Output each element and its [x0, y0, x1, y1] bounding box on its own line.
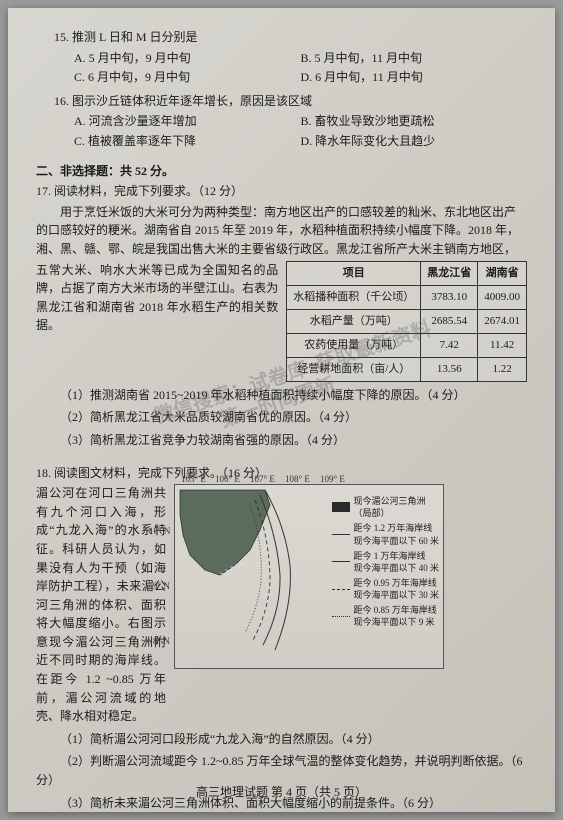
- legend-item: 距今 0.85 万年海岸线 现今海平面以下 9 米: [332, 604, 439, 628]
- table-row: 经营耕地面积（亩/人） 13.56 1.22: [287, 357, 527, 381]
- q15-opt-c: C. 6 月中旬，9 月中旬: [74, 68, 301, 87]
- legend-item: 距今 1 万年海岸线 现今海平面以下 40 米: [332, 550, 439, 574]
- q16-opt-a: A. 河流含沙量逐年增加: [74, 112, 301, 131]
- map-svg: [175, 485, 345, 670]
- q18-para: 湄公河在河口三角洲共有九个河口入海，形成“九龙入海”的水系特征。科研人员认为，如…: [36, 484, 166, 726]
- legend-item: 现今湄公河三角洲 （局部）: [332, 495, 439, 519]
- q18-head: 18. 阅读图文材料，完成下列要求。（16 分）: [36, 464, 527, 483]
- q17-table: 项目 黑龙江省 湖南省 水稻播种面积（千公顷） 3783.10 4009.00 …: [286, 261, 527, 382]
- q18-map: 105° E 106° E 107° E 108° E 109° E 10° N…: [174, 484, 444, 669]
- legend-item: 距今 1.2 万年海岸线 现今海平面以下 60 米: [332, 522, 439, 546]
- tbl-h-hlj: 黑龙江省: [421, 261, 478, 285]
- page-footer: 高三地理试题 第 4 页（共 5 页）: [8, 783, 555, 802]
- q16-opt-b: B. 畜牧业导致沙地更疏松: [301, 112, 528, 131]
- tbl-h-hn: 湖南省: [478, 261, 527, 285]
- q17-para1: 用于烹饪米饭的大米可分为两种类型：南方地区出产的口感较差的籼米、东北地区出产的口…: [36, 203, 527, 259]
- exam-page: 15. 推测 L 日和 M 日分别是 A. 5 月中旬，9 月中旬 B. 5 月…: [8, 8, 555, 812]
- q17-head: 17. 阅读材料，完成下列要求。（12 分）: [36, 182, 527, 201]
- q17-sub1: （1）推测湖南省 2015~2019 年水稻种植面积持续小幅度下降的原因。（4 …: [36, 386, 527, 405]
- q16-stem: 16. 图示沙丘链体积近年逐年增长，原因是该区域: [36, 92, 527, 111]
- legend-swatch-icon: [332, 502, 350, 512]
- table-row: 水稻产量（万吨） 2685.54 2674.01: [287, 309, 527, 333]
- table-row: 水稻播种面积（千公顷） 3783.10 4009.00: [287, 285, 527, 309]
- q16-options: A. 河流含沙量逐年增加 B. 畜牧业导致沙地更疏松 C. 植被覆盖率逐年下降 …: [36, 112, 527, 151]
- q16-opt-c: C. 植被覆盖率逐年下降: [74, 132, 301, 151]
- q18-map-wrap: 105° E 106° E 107° E 108° E 109° E 10° N…: [174, 484, 527, 726]
- q17-row: 五常大米、响水大米等已成为全国知名的品牌，占据了南方大米市场的半壁江山。右表为黑…: [36, 261, 527, 382]
- q15-opt-b: B. 5 月中旬，11 月中旬: [301, 49, 528, 68]
- map-legend: 现今湄公河三角洲 （局部） 距今 1.2 万年海岸线 现今海平面以下 60 米: [332, 495, 439, 631]
- q15-opt-a: A. 5 月中旬，9 月中旬: [74, 49, 301, 68]
- q18-row: 湄公河在河口三角洲共有九个河口入海，形成“九龙入海”的水系特征。科研人员认为，如…: [36, 484, 527, 726]
- q18-sub1: （1）简析湄公河河口段形成“九龙入海”的自然原因。（4 分）: [36, 730, 527, 749]
- q17-sub2: （2）简析黑龙江省大米品质较湖南省优的原因。（4 分）: [36, 408, 527, 427]
- q17-left-text: 五常大米、响水大米等已成为全国知名的品牌，占据了南方大米市场的半壁江山。右表为黑…: [36, 261, 278, 335]
- legend-dash-icon: [332, 589, 350, 590]
- q15-options: A. 5 月中旬，9 月中旬 B. 5 月中旬，11 月中旬 C. 6 月中旬，…: [36, 49, 527, 88]
- legend-dot-icon: [332, 616, 350, 617]
- q15-opt-d: D. 6 月中旬，11 月中旬: [301, 68, 528, 87]
- table-row: 农药使用量（万吨） 7.42 11.42: [287, 333, 527, 357]
- q17-sub3: （3）简析黑龙江省竞争力较湖南省强的原因。（4 分）: [36, 431, 527, 450]
- legend-line-icon: [332, 534, 350, 535]
- tbl-h-item: 项目: [287, 261, 421, 285]
- legend-item: 距今 0.95 万年海岸线 现今海平面以下 30 米: [332, 577, 439, 601]
- legend-line-icon: [332, 561, 350, 562]
- q16-opt-d: D. 降水年际变化大且趋少: [301, 132, 528, 151]
- section2-title: 二、非选择题：共 52 分。: [36, 162, 527, 181]
- q15-stem: 15. 推测 L 日和 M 日分别是: [36, 28, 527, 47]
